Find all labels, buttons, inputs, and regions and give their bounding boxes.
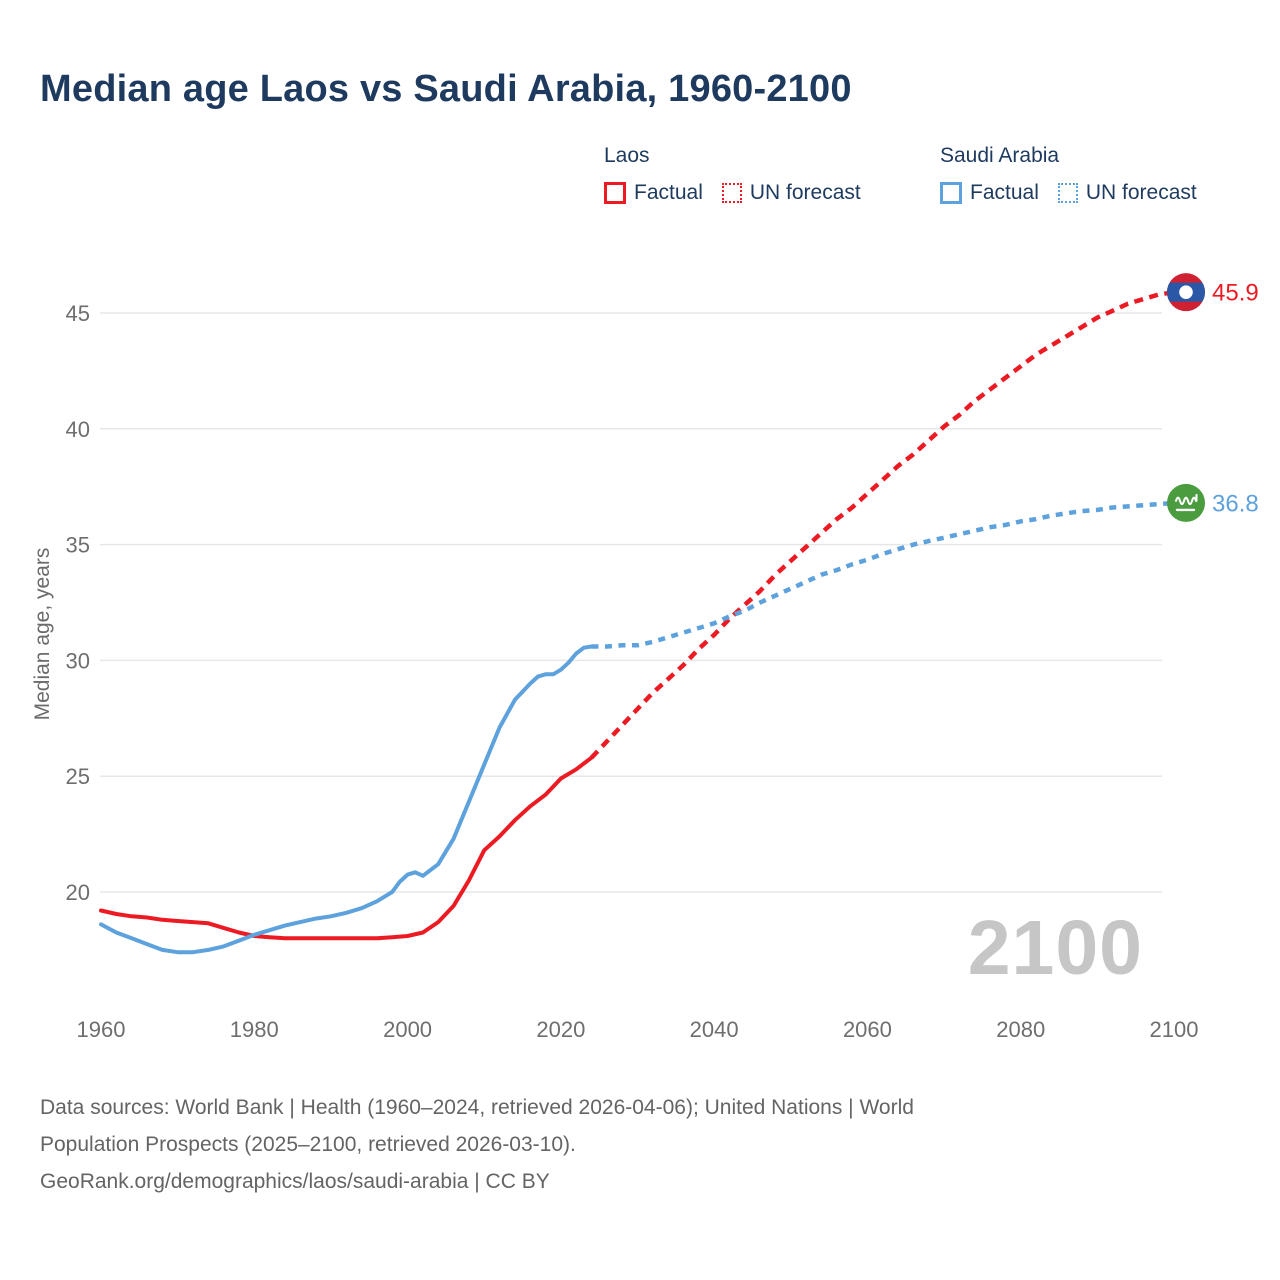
watermark-year: 2100 <box>968 905 1143 991</box>
legend-group-saudi-arabia: Saudi Arabia Factual UN forecast <box>940 144 1197 205</box>
y-tick-35: 35 <box>66 533 90 558</box>
page-title: Median age Laos vs Saudi Arabia, 1960-21… <box>40 68 852 110</box>
legend-item-saudi-forecast[interactable]: UN forecast <box>1057 181 1197 205</box>
footer-data-sources-line1: Data sources: World Bank | Health (1960–… <box>40 1096 914 1119</box>
legend-group-title: Laos <box>604 144 650 167</box>
series-line-saudi-arabia-factual <box>99 644 594 955</box>
y-tick-45: 45 <box>66 301 90 326</box>
laos-flag-icon <box>1167 273 1205 312</box>
series-line-laos-factual <box>99 755 594 941</box>
end-value-label-laos-flag: 45.9 <box>1212 280 1259 307</box>
laos-factual-swatch-icon <box>604 182 626 204</box>
y-tick-40: 40 <box>66 417 90 442</box>
legend-group-title: Saudi Arabia <box>940 144 1060 167</box>
series-line-saudi-arabia-un-forecast <box>591 500 1175 649</box>
series-line-laos-un-forecast <box>589 289 1175 760</box>
saudi-forecast-swatch-icon <box>1057 183 1078 203</box>
x-tick-2000: 2000 <box>383 1017 432 1042</box>
saudi-factual-swatch-icon <box>940 182 962 204</box>
laos-forecast-swatch-icon <box>721 183 742 203</box>
y-tick-30: 30 <box>66 648 90 673</box>
x-tick-2100: 2100 <box>1150 1017 1199 1042</box>
footer-data-sources-line2: Population Prospects (2025–2100, retriev… <box>40 1133 576 1156</box>
x-tick-2040: 2040 <box>690 1017 739 1042</box>
footer-attribution-link: GeoRank.org/demographics/laos/saudi-arab… <box>40 1170 550 1193</box>
end-value-label-saudi-arabia-flag: 36.8 <box>1212 490 1259 517</box>
x-tick-2020: 2020 <box>536 1017 585 1042</box>
legend-group-laos: Laos Factual UN forecast <box>604 144 861 205</box>
legend-item-laos-factual[interactable]: Factual <box>604 181 703 205</box>
y-tick-20: 20 <box>66 880 90 905</box>
footer: Data sources: World Bank | Health (1960–… <box>40 1089 1200 1200</box>
x-tick-2080: 2080 <box>996 1017 1045 1042</box>
x-tick-1980: 1980 <box>230 1017 279 1042</box>
saudi-arabia-flag-icon <box>1167 483 1205 522</box>
legend-item-label: UN forecast <box>1085 181 1197 204</box>
y-axis-label: Median age, years <box>31 547 54 721</box>
x-tick-2060: 2060 <box>843 1017 892 1042</box>
legend-item-label: Factual <box>970 181 1039 204</box>
legend-item-saudi-factual[interactable]: Factual <box>940 181 1039 205</box>
legend-item-label: UN forecast <box>749 181 861 204</box>
legend-item-label: Factual <box>634 181 703 204</box>
x-tick-1960: 1960 <box>77 1017 126 1042</box>
y-tick-25: 25 <box>66 764 90 789</box>
legend-item-laos-forecast[interactable]: UN forecast <box>721 181 861 205</box>
